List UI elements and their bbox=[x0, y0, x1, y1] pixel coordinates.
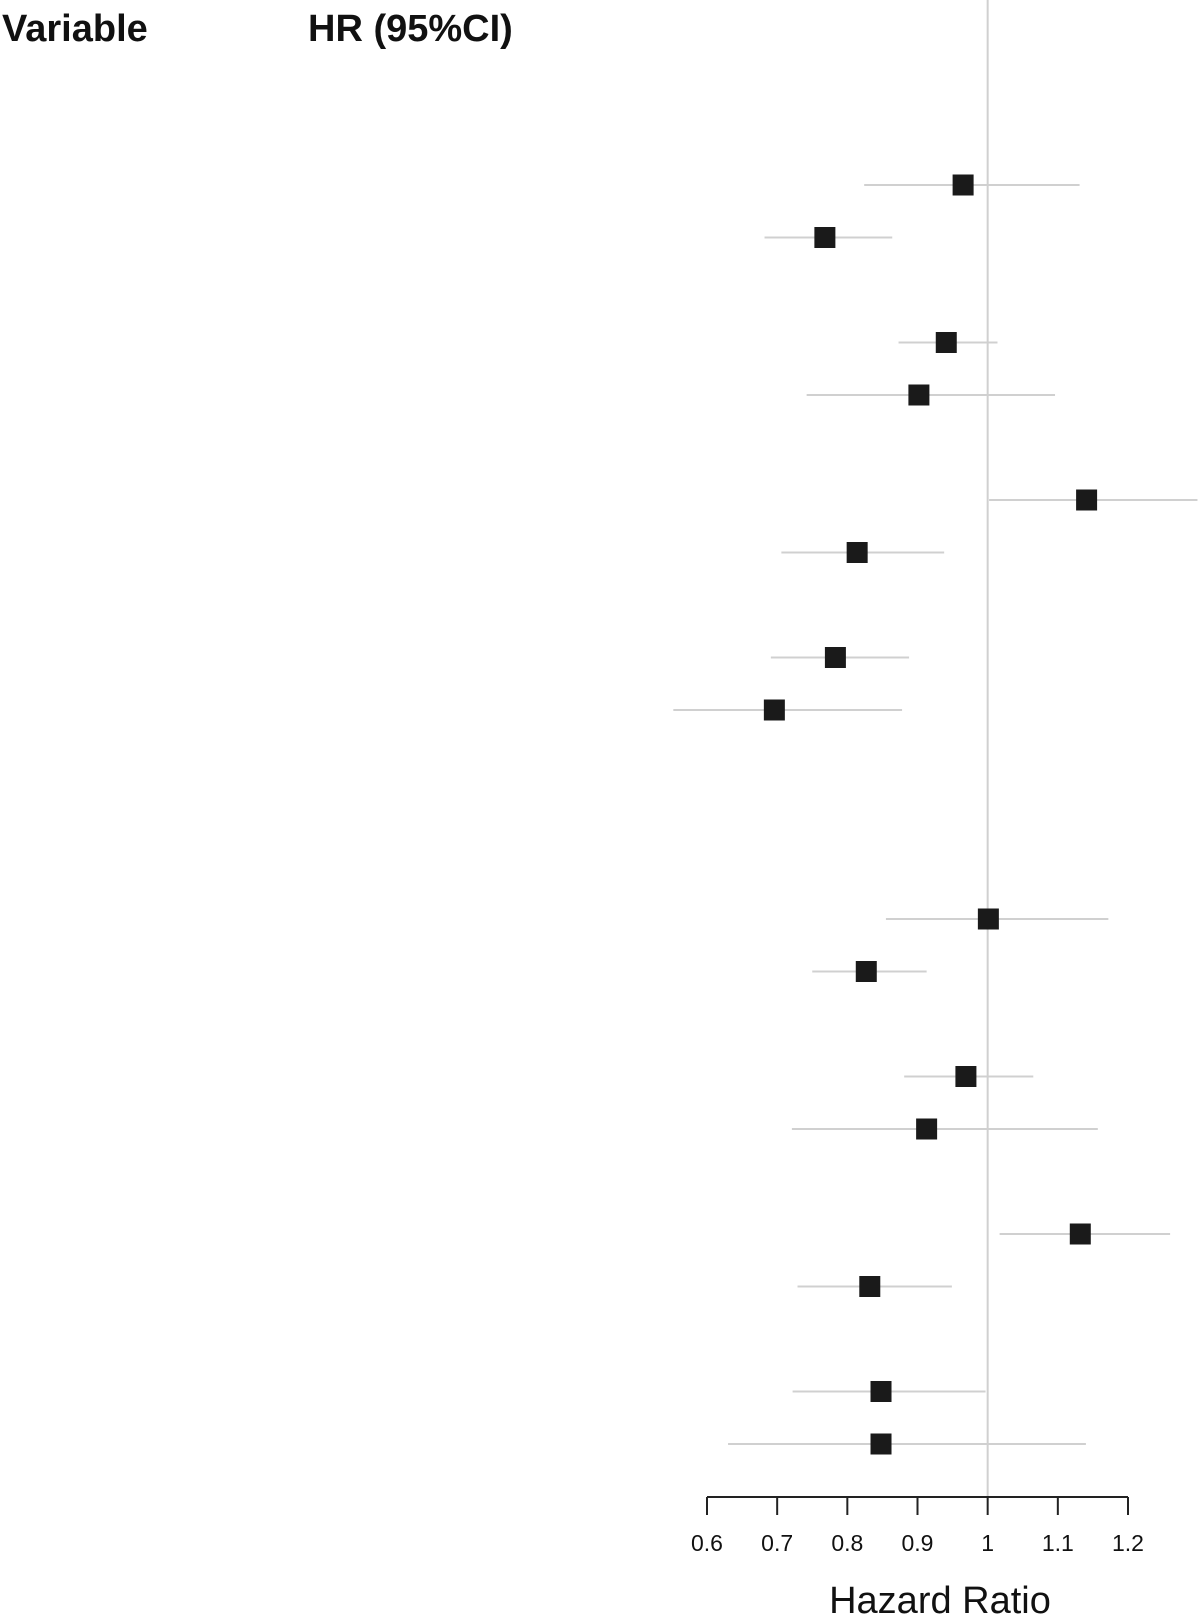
hr-marker bbox=[859, 1276, 881, 1297]
x-tick-label: 0.9 bbox=[902, 1530, 934, 1556]
x-tick-label: 1 bbox=[981, 1530, 994, 1556]
hr-marker bbox=[935, 332, 957, 353]
x-tick-label: 1.2 bbox=[1112, 1530, 1144, 1556]
hr-marker bbox=[1069, 1223, 1091, 1245]
hr-marker bbox=[814, 227, 836, 248]
hr-marker bbox=[916, 1118, 938, 1140]
hr-marker bbox=[955, 1066, 977, 1087]
hr-marker bbox=[824, 647, 846, 668]
variable-header: Variable bbox=[2, 8, 148, 50]
hr-marker bbox=[977, 908, 999, 930]
hr-marker bbox=[870, 1381, 892, 1402]
hr-marker bbox=[870, 1433, 892, 1455]
hr-marker bbox=[763, 699, 785, 721]
x-tick-label: 0.7 bbox=[761, 1530, 793, 1556]
hr-marker bbox=[952, 174, 974, 196]
hr-marker bbox=[908, 384, 930, 406]
hr-marker bbox=[855, 961, 877, 982]
hr-marker bbox=[846, 542, 868, 563]
x-tick-label: 1.1 bbox=[1042, 1530, 1074, 1556]
hr-ci-header: HR (95%CI) bbox=[308, 8, 513, 50]
x-axis-title: Hazard Ratio bbox=[829, 1580, 1051, 1619]
hr-marker bbox=[1076, 489, 1098, 511]
x-tick-label: 0.8 bbox=[831, 1530, 863, 1556]
x-tick-label: 0.6 bbox=[691, 1530, 723, 1556]
